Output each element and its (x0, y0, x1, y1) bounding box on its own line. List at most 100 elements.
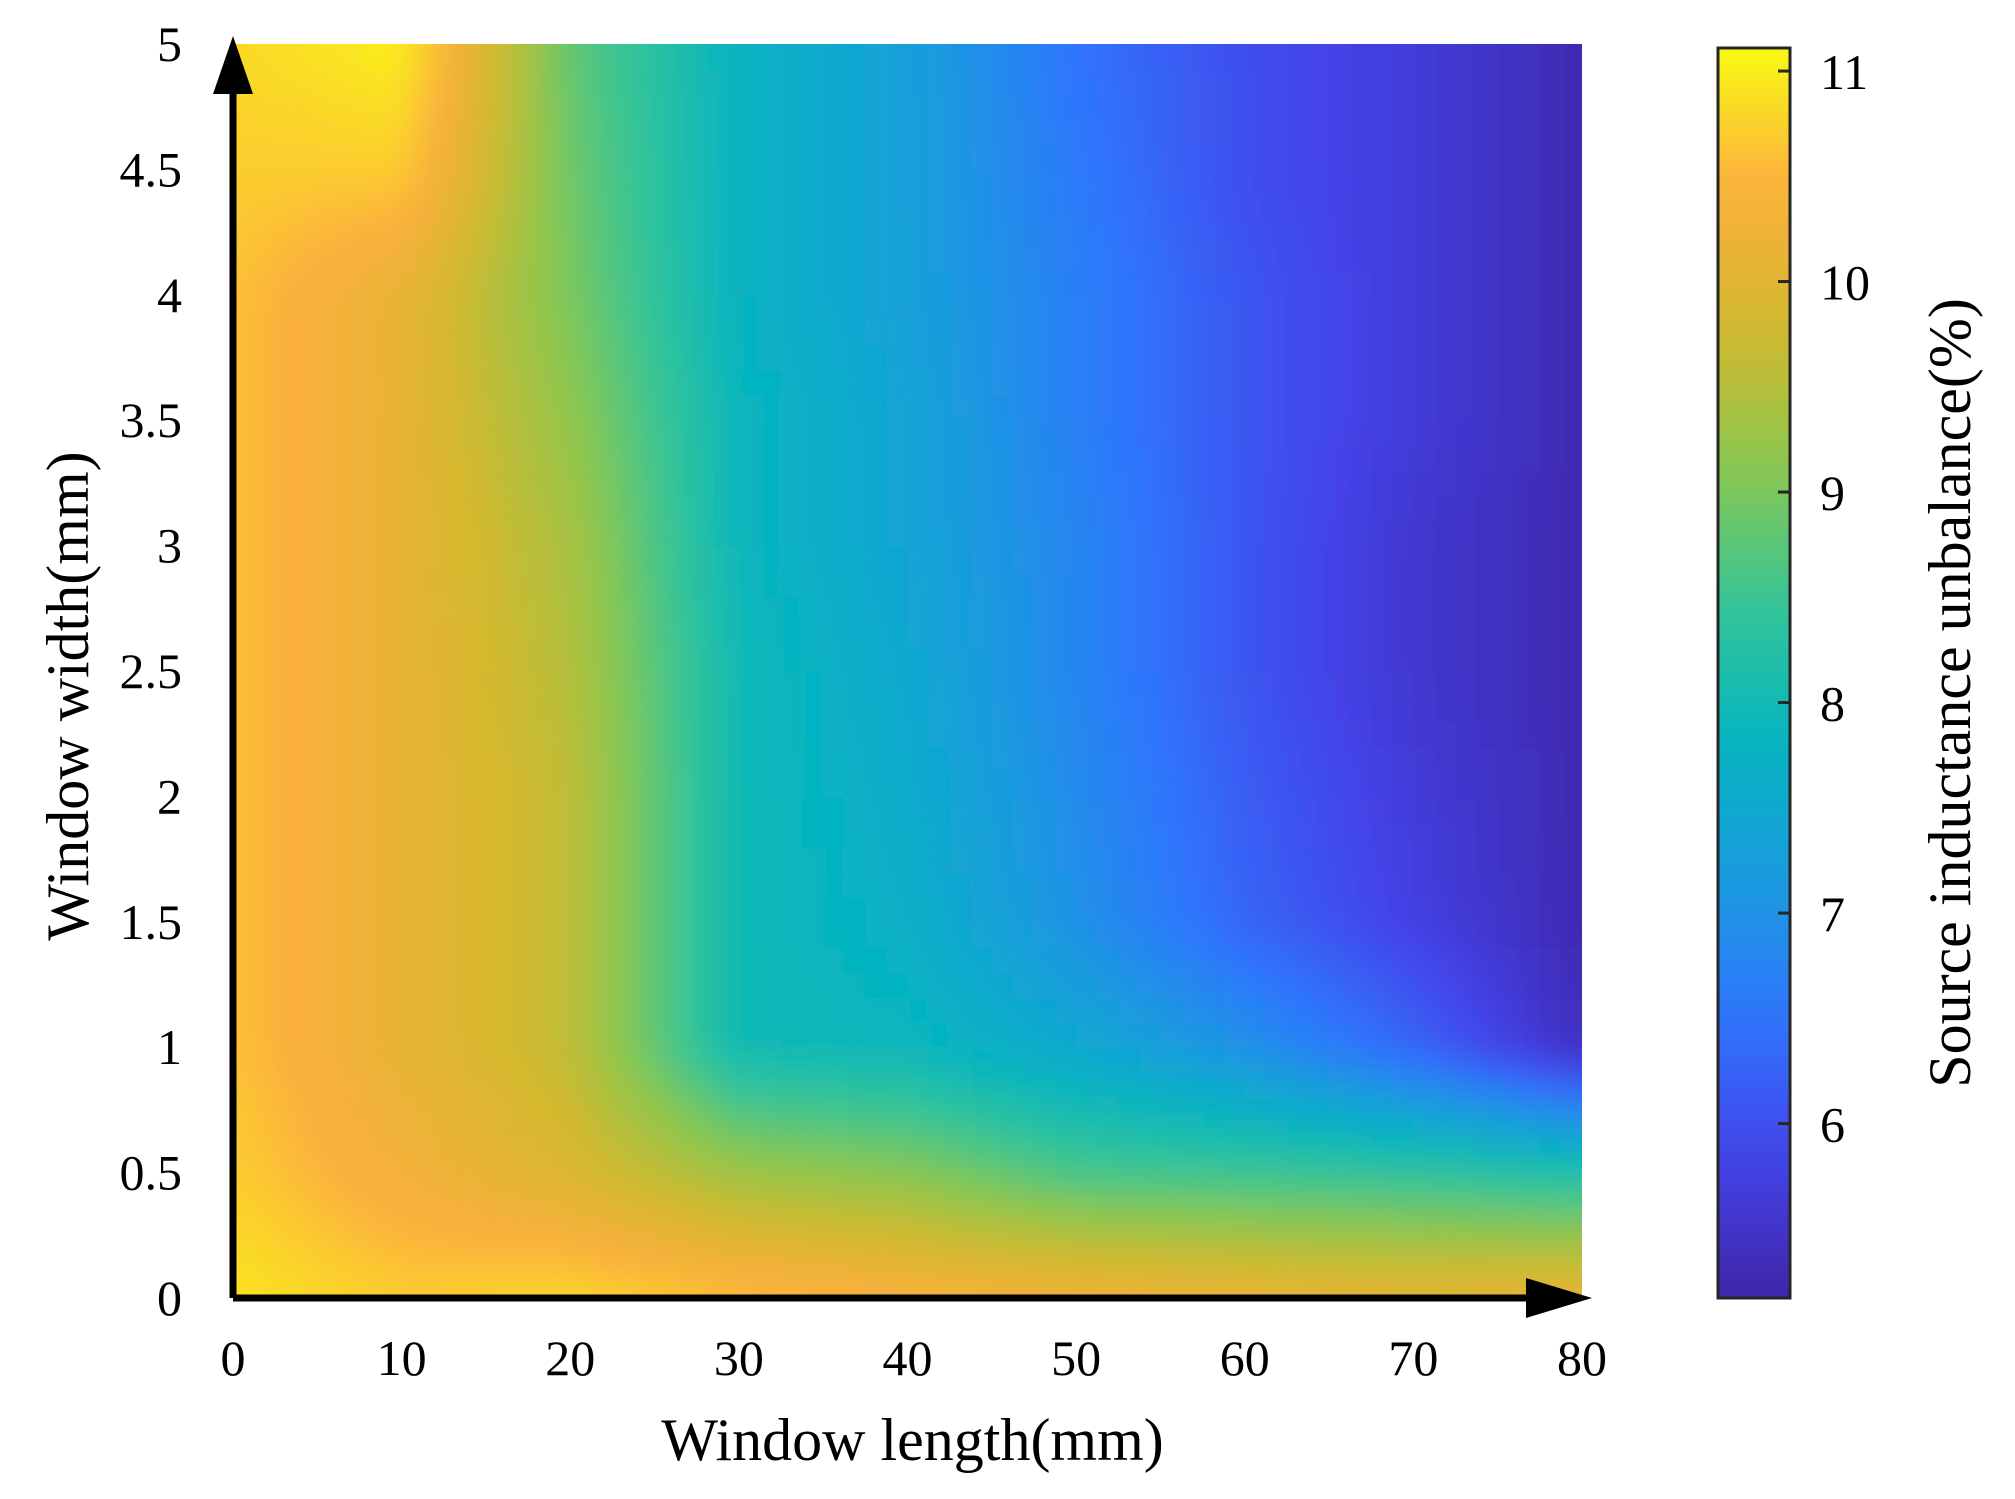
heat-cell (781, 721, 804, 748)
heat-cell (970, 470, 993, 497)
heat-cell (1012, 1272, 1035, 1298)
heat-cell (1055, 946, 1078, 973)
heat-cell (949, 294, 972, 321)
heat-cell (1413, 570, 1436, 597)
heat-cell (1055, 119, 1078, 146)
heat-cell (886, 696, 909, 723)
heat-cell (907, 94, 930, 121)
heat-cell (760, 44, 783, 45)
heat-cell (486, 0, 508, 20)
heat-cell (1518, 821, 1541, 848)
heat-cell (401, 721, 424, 748)
heat-cell (549, 896, 572, 923)
heat-cell (338, 821, 361, 848)
heat-cell (1118, 470, 1141, 497)
heat-cell (907, 997, 930, 1024)
heat-cell (1582, 646, 1604, 672)
heat-cell (1455, 545, 1478, 572)
heat-cell (1603, 69, 1625, 95)
heat-cell (1434, 1222, 1457, 1249)
heat-cell (380, 871, 403, 898)
heat-cell (443, 345, 466, 372)
heat-cell (1265, 194, 1288, 221)
heat-cell (591, 570, 614, 597)
heat-cell (1329, 345, 1352, 372)
heat-cell (1371, 1222, 1394, 1249)
heat-cell (528, 1272, 551, 1298)
heat-cell (443, 319, 466, 346)
heat-cell (865, 370, 888, 397)
heat-cell (275, 194, 298, 221)
heat-cell (970, 495, 993, 522)
heat-cell (401, 144, 424, 171)
heat-cell (1223, 144, 1246, 171)
heat-cell (464, 370, 487, 397)
heat-cell (717, 1022, 740, 1049)
heat-cell (760, 1072, 783, 1099)
heat-cell (612, 946, 635, 973)
heat-cell (1160, 94, 1183, 121)
heat-cell (528, 445, 551, 472)
heat-cell (1413, 1122, 1436, 1149)
heat-cell (1497, 746, 1520, 773)
heat-cell (1603, 19, 1625, 45)
heat-cell (1539, 1122, 1562, 1149)
heat-cell (970, 44, 993, 71)
heat-cell (1434, 69, 1457, 96)
heat-cell (1434, 1247, 1457, 1274)
heat-cell (1139, 1122, 1162, 1149)
heat-cell (1118, 1072, 1141, 1099)
heat-cell (1560, 420, 1582, 447)
heat-cell (844, 1172, 867, 1199)
heat-cell (464, 746, 487, 773)
heatmap-cells (233, 0, 1625, 1349)
heat-cell (781, 219, 804, 246)
heat-cell (950, 1323, 972, 1349)
heat-cell (1223, 921, 1246, 948)
heat-cell (507, 846, 530, 873)
heat-cell (1329, 194, 1352, 221)
heat-cell (1034, 395, 1057, 422)
x-axis-arrow-icon (1526, 1278, 1592, 1318)
heat-cell (1329, 972, 1352, 999)
heat-cell (1012, 395, 1035, 422)
heat-cell (380, 44, 403, 45)
heat-cell (907, 1072, 930, 1099)
heat-cell (464, 44, 487, 45)
heat-cell (1308, 44, 1331, 71)
heat-cell (1202, 1247, 1225, 1274)
heat-cell (1286, 545, 1309, 572)
heat-cell (1012, 169, 1035, 196)
heat-cell (971, 0, 993, 20)
heat-cell (1603, 922, 1625, 948)
heat-cell (1498, 0, 1520, 20)
heat-cell (1560, 595, 1582, 622)
heat-cell (612, 1147, 635, 1174)
heat-cell (991, 219, 1014, 246)
heat-cell (1181, 470, 1204, 497)
heat-cell (1034, 746, 1057, 773)
heat-cell (338, 620, 361, 647)
heat-cell (928, 1072, 951, 1099)
heat-cell (1497, 244, 1520, 271)
heat-cell (1286, 294, 1309, 321)
heat-cell (380, 545, 403, 572)
heat-cell (1350, 545, 1373, 572)
heat-cell (654, 946, 677, 973)
heat-cell (380, 219, 403, 246)
heat-cell (1286, 169, 1309, 196)
heat-cell (1202, 1122, 1225, 1149)
heat-cell (907, 520, 930, 547)
heat-cell (570, 997, 593, 1024)
heat-cell (1308, 871, 1331, 898)
heat-cell (338, 1072, 361, 1099)
heat-cell (633, 119, 656, 146)
heat-cell (738, 520, 761, 547)
heat-cell (1371, 445, 1394, 472)
heat-cell (1392, 1272, 1415, 1298)
heat-cell (485, 44, 508, 71)
heat-cell (633, 671, 656, 698)
heat-cell (865, 1298, 887, 1324)
heat-cell (317, 1172, 340, 1199)
heat-cell (760, 69, 783, 96)
